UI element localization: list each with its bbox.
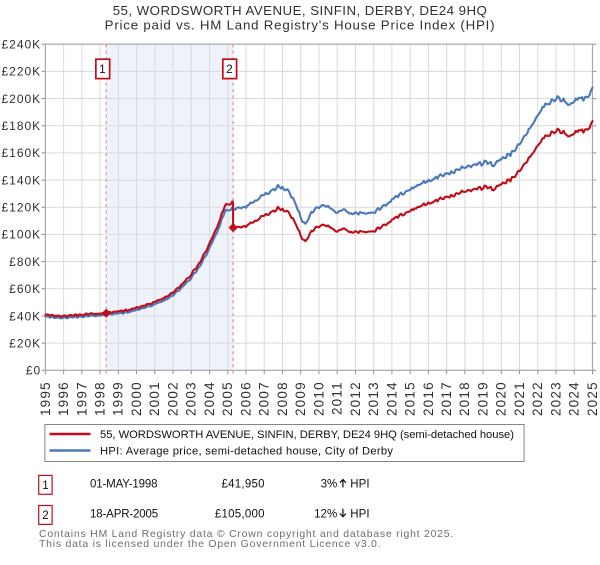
svg-text:£160K: £160K: [1, 146, 41, 160]
svg-text:2003: 2003: [184, 381, 199, 416]
svg-text:2004: 2004: [202, 381, 217, 416]
svg-text:1998: 1998: [93, 381, 108, 416]
svg-text:2015: 2015: [403, 381, 418, 416]
svg-text:2002: 2002: [165, 381, 180, 416]
svg-text:Price paid vs. HM Land Registr: Price paid vs. HM Land Registry's House …: [105, 17, 496, 32]
svg-text:£240K: £240K: [1, 38, 41, 52]
svg-text:1995: 1995: [38, 381, 53, 416]
svg-text:1996: 1996: [56, 381, 71, 416]
svg-text:55, WORDSWORTH AVENUE, SINFIN,: 55, WORDSWORTH AVENUE, SINFIN, DERBY, DE…: [113, 3, 488, 18]
svg-text:2013: 2013: [366, 381, 381, 416]
svg-text:18-APR-2005: 18-APR-2005: [90, 508, 158, 520]
svg-text:£20K: £20K: [9, 336, 41, 350]
svg-text:1999: 1999: [111, 381, 126, 416]
svg-text:2009: 2009: [293, 381, 308, 416]
svg-text:£100K: £100K: [1, 228, 41, 242]
svg-text:2006: 2006: [238, 381, 253, 416]
svg-text:2008: 2008: [275, 381, 290, 416]
svg-text:£105,000: £105,000: [215, 508, 265, 520]
svg-text:2000: 2000: [129, 381, 144, 416]
svg-text:Contains HM Land Registry data: Contains HM Land Registry data © Crown c…: [39, 528, 454, 540]
svg-text:2005: 2005: [220, 381, 235, 416]
svg-text:2019: 2019: [475, 381, 490, 416]
svg-text:2025: 2025: [585, 381, 600, 416]
svg-text:£140K: £140K: [1, 173, 41, 187]
svg-text:2: 2: [226, 62, 233, 76]
svg-text:2014: 2014: [384, 381, 399, 416]
svg-text:£80K: £80K: [9, 255, 41, 269]
svg-text:2011: 2011: [330, 381, 345, 415]
svg-text:2018: 2018: [457, 381, 472, 416]
svg-text:£200K: £200K: [1, 92, 41, 106]
svg-text:01-MAY-1998: 01-MAY-1998: [90, 479, 157, 491]
svg-text:2017: 2017: [439, 381, 454, 416]
svg-text:£120K: £120K: [1, 201, 41, 215]
svg-text:2016: 2016: [421, 381, 436, 416]
svg-text:£180K: £180K: [1, 119, 41, 133]
svg-text:12%: 12%: [314, 508, 337, 520]
svg-text:HPI: HPI: [350, 479, 370, 491]
svg-text:2: 2: [42, 510, 48, 522]
svg-text:55, WORDSWORTH AVENUE, SINFIN,: 55, WORDSWORTH AVENUE, SINFIN, DERBY, DE…: [100, 429, 514, 441]
svg-text:2022: 2022: [530, 381, 545, 416]
svg-text:2023: 2023: [548, 381, 563, 416]
svg-text:2010: 2010: [311, 381, 326, 416]
svg-text:1: 1: [42, 480, 48, 492]
svg-text:2001: 2001: [147, 381, 162, 416]
svg-text:HPI: HPI: [350, 508, 370, 520]
svg-text:£220K: £220K: [1, 65, 41, 79]
svg-text:2020: 2020: [494, 381, 509, 416]
svg-text:2024: 2024: [567, 381, 582, 416]
svg-text:£40K: £40K: [9, 309, 41, 323]
svg-text:HPI: Average price, semi-detac: HPI: Average price, semi-detached house,…: [100, 446, 393, 458]
svg-text:2007: 2007: [257, 381, 272, 416]
svg-text:£41,950: £41,950: [221, 479, 264, 491]
svg-text:£0: £0: [26, 364, 41, 378]
svg-text:1997: 1997: [74, 381, 89, 416]
svg-text:3%: 3%: [321, 479, 338, 491]
svg-text:This data is licensed under th: This data is licensed under the Open Gov…: [39, 538, 381, 550]
svg-text:2012: 2012: [348, 381, 363, 416]
svg-text:2021: 2021: [512, 381, 527, 416]
svg-text:£60K: £60K: [9, 282, 41, 296]
svg-text:1: 1: [99, 62, 106, 76]
